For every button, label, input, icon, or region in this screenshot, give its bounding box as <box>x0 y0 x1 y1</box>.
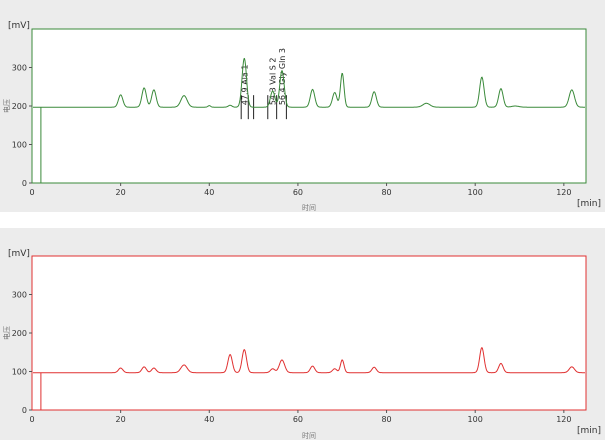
y-tick-label: 0 <box>22 179 27 188</box>
peak-annotations: 47.9 Ala 1 54.3 Val S 2 56.4 Gly Gln 3 <box>240 48 287 105</box>
x-tick-label: 120 <box>556 415 571 424</box>
chromatogram-panel-2: [mV] [min] 时间 电压 0 20 40 60 80 100 120 0 100 200 3… <box>0 228 605 440</box>
x-tick-label: 0 <box>29 415 34 424</box>
chromatogram-chart-2: [mV] [min] 时间 电压 0 20 40 60 80 100 120 0 100 200 3… <box>2 249 601 440</box>
x-tick-label: 100 <box>468 188 483 197</box>
x-tick-label: 40 <box>204 415 214 424</box>
plot-frame <box>31 28 587 184</box>
axis-ticks: 0 20 40 60 80 100 120 0 100 200 300 <box>12 291 572 425</box>
axis-ticks: 0 20 40 60 80 100 120 0 100 200 300 <box>12 64 572 198</box>
x-tick-label: 100 <box>468 415 483 424</box>
y-tick-label: 0 <box>22 406 27 415</box>
plot-frame <box>31 255 587 411</box>
chromatogram-trace-2 <box>33 347 585 410</box>
x-tick-label: 80 <box>381 415 391 424</box>
y-tick-label: 200 <box>12 329 27 338</box>
y-tick-label: 300 <box>12 291 27 300</box>
x-tick-label: 0 <box>29 188 34 197</box>
chromatogram-chart-1: [mV] [min] 时间 电压 0 20 40 60 80 100 120 0 100 200 3… <box>2 21 601 212</box>
x-tick-label: 60 <box>293 188 303 197</box>
peak-annotation: 47.9 Ala 1 <box>240 65 249 106</box>
x-tick-label: 20 <box>116 188 126 197</box>
y-tick-label: 300 <box>12 64 27 73</box>
x-tick-label: 120 <box>556 188 571 197</box>
x-unit-label: [min] <box>577 199 601 209</box>
x-tick-label: 20 <box>116 415 126 424</box>
x-tick-label: 60 <box>293 415 303 424</box>
x-tick-label: 80 <box>381 188 391 197</box>
y-unit-label: [mV] <box>8 21 30 31</box>
y-tick-label: 100 <box>12 368 27 377</box>
x-tick-label: 40 <box>204 188 214 197</box>
y-tick-label: 100 <box>12 141 27 150</box>
x-unit-label: [min] <box>577 426 601 436</box>
y-axis-label: 电压 <box>2 99 11 113</box>
panel-separator <box>0 212 605 228</box>
plot-area <box>32 256 586 410</box>
y-tick-label: 200 <box>12 102 27 111</box>
peak-annotation: 54.3 Val S 2 <box>269 58 278 106</box>
x-axis-label: 时间 <box>302 431 316 440</box>
peak-annotation: 56.4 Gly Gln 3 <box>278 48 287 105</box>
chromatogram-panel-1: [mV] [min] 时间 电压 0 20 40 60 80 100 120 0 100 200 3… <box>0 0 605 212</box>
y-axis-label: 电压 <box>2 326 11 340</box>
y-unit-label: [mV] <box>8 249 30 259</box>
x-axis-label: 时间 <box>302 203 316 212</box>
chromatogram-trace-1 <box>33 57 585 183</box>
plot-area <box>32 29 586 183</box>
